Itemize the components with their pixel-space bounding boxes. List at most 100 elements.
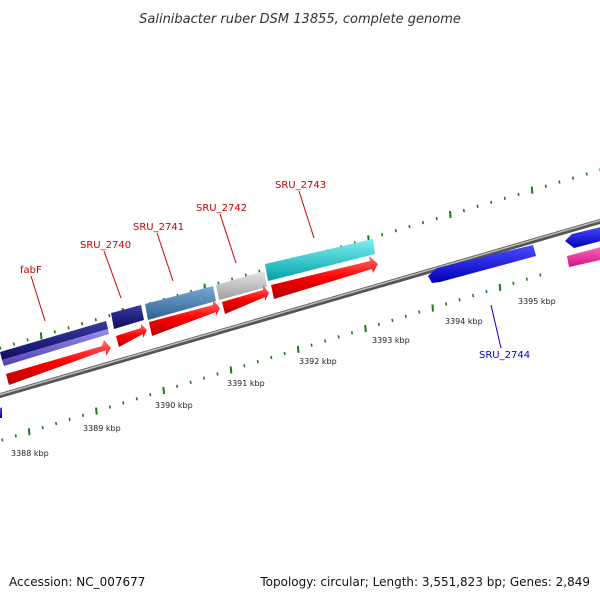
inner-minor-tick <box>485 289 488 294</box>
scale-labels: 3388 kbp 3389 kbp 3390 kbp 3391 kbp 3392… <box>11 297 556 458</box>
feature-SRU_2742[interactable] <box>216 271 267 300</box>
genome-summary-text: Topology: circular; Length: 3,551,823 bp… <box>259 575 590 589</box>
inner-minor-tick <box>539 273 542 277</box>
outer-minor-tick <box>12 342 15 346</box>
scale-label-3392: 3392 kbp <box>299 357 337 366</box>
outer-minor-tick <box>585 172 588 176</box>
inner-major-tick <box>364 325 367 333</box>
inner-major-tick <box>95 407 98 415</box>
outer-minor-tick <box>244 273 247 277</box>
feature-blue-left-edge[interactable] <box>0 407 2 418</box>
outer-minor-tick <box>258 269 261 273</box>
cds-arrow-SRU_2740[interactable] <box>116 324 147 347</box>
outer-minor-tick <box>381 233 384 237</box>
gene-label-SRU_2740[interactable]: SRU_2740 <box>80 240 131 251</box>
inner-minor-tick <box>512 281 515 285</box>
inner-major-tick <box>162 386 165 395</box>
inner-major-tick <box>431 304 434 312</box>
inner-minor-tick <box>283 351 286 356</box>
gene-label-leaders <box>30 190 502 349</box>
inner-minor-tick <box>350 331 354 335</box>
inner-minor-tick <box>324 339 327 343</box>
outer-minor-tick <box>503 196 506 200</box>
inner-tick-ring <box>1 273 542 442</box>
feature-fabF[interactable] <box>0 321 109 366</box>
outer-minor-tick <box>231 277 234 281</box>
genome-backbone <box>0 218 600 399</box>
inner-minor-tick <box>203 376 206 380</box>
inner-minor-tick <box>525 277 528 281</box>
feature-SRU_2740[interactable] <box>111 305 144 329</box>
inner-minor-tick <box>337 335 340 339</box>
inner-minor-tick <box>189 380 192 384</box>
gene-label-SRU_2744[interactable]: SRU_2744 <box>479 350 530 361</box>
gene-labels: fabF SRU_2740 SRU_2741 SRU_2742 SRU_2743… <box>20 180 530 361</box>
inner-minor-tick <box>176 384 179 389</box>
cds-arrow-SRU_2742[interactable] <box>222 285 269 314</box>
cds-arrow-SRU_2743[interactable] <box>271 256 378 299</box>
inner-minor-tick <box>1 438 4 442</box>
gene-label-SRU_2741[interactable]: SRU_2741 <box>133 222 184 233</box>
inner-minor-tick <box>270 355 273 360</box>
inner-minor-tick <box>458 298 461 302</box>
inner-minor-tick <box>445 302 448 306</box>
inner-minor-tick <box>14 434 17 438</box>
outer-minor-tick <box>0 346 2 350</box>
inner-minor-tick <box>149 392 152 397</box>
feature-SRU_2741[interactable] <box>145 286 216 320</box>
map-title: Salinibacter ruber DSM 13855, complete g… <box>139 12 461 27</box>
inner-minor-tick <box>391 318 394 323</box>
inner-minor-tick <box>81 413 85 417</box>
outer-minor-tick <box>94 318 97 322</box>
scale-label-3395: 3395 kbp <box>518 297 556 306</box>
outer-major-tick <box>39 332 43 340</box>
gene-label-fabF[interactable]: fabF <box>20 265 42 276</box>
inner-minor-tick <box>68 417 71 422</box>
accession-text: Accession: NC_007677 <box>9 575 145 589</box>
outer-minor-tick <box>67 326 70 330</box>
inner-major-tick <box>229 366 233 374</box>
outer-minor-tick <box>408 224 411 229</box>
outer-minor-tick <box>421 220 425 225</box>
inner-minor-tick <box>377 322 380 327</box>
scale-label-3394: 3394 kbp <box>445 317 483 326</box>
feature-magenta-right[interactable] <box>567 246 600 267</box>
scale-label-3388: 3388 kbp <box>11 449 49 458</box>
inner-minor-tick <box>108 405 111 409</box>
inner-minor-tick <box>122 401 125 405</box>
inner-major-tick <box>27 428 31 436</box>
feature-blue-right[interactable] <box>565 226 600 248</box>
inner-major-tick <box>296 345 300 353</box>
inner-minor-tick <box>41 425 44 430</box>
forward-strand-features <box>0 239 375 366</box>
outer-minor-tick <box>544 184 547 188</box>
outer-minor-tick <box>490 200 493 205</box>
outer-minor-tick <box>26 338 29 342</box>
inner-minor-tick <box>404 314 407 318</box>
gene-label-SRU_2743[interactable]: SRU_2743 <box>275 180 326 191</box>
outer-minor-tick <box>435 216 438 221</box>
cds-arrow-fabF[interactable] <box>6 340 111 385</box>
feature-SRU_2744[interactable] <box>428 245 536 283</box>
inner-minor-tick <box>472 293 475 298</box>
feature-SRU_2743[interactable] <box>265 239 375 281</box>
scale-label-3390: 3390 kbp <box>155 401 193 410</box>
outer-minor-tick <box>558 180 561 184</box>
inner-minor-tick <box>256 359 259 364</box>
inner-major-tick <box>498 283 502 291</box>
outer-minor-tick <box>108 313 111 318</box>
inner-minor-tick <box>418 310 421 314</box>
outer-minor-tick <box>394 229 397 233</box>
inner-minor-tick <box>243 364 246 368</box>
outer-minor-tick <box>81 322 84 326</box>
outer-major-tick <box>530 186 534 194</box>
gene-label-SRU_2742[interactable]: SRU_2742 <box>196 203 247 214</box>
cds-arrow-SRU_2741[interactable] <box>149 300 220 336</box>
reverse-strand-features <box>0 226 600 418</box>
outer-minor-tick <box>571 176 575 180</box>
outer-minor-tick <box>53 330 56 334</box>
outer-minor-tick <box>517 192 520 196</box>
inner-minor-tick <box>216 372 219 376</box>
scale-label-3391: 3391 kbp <box>227 379 265 388</box>
